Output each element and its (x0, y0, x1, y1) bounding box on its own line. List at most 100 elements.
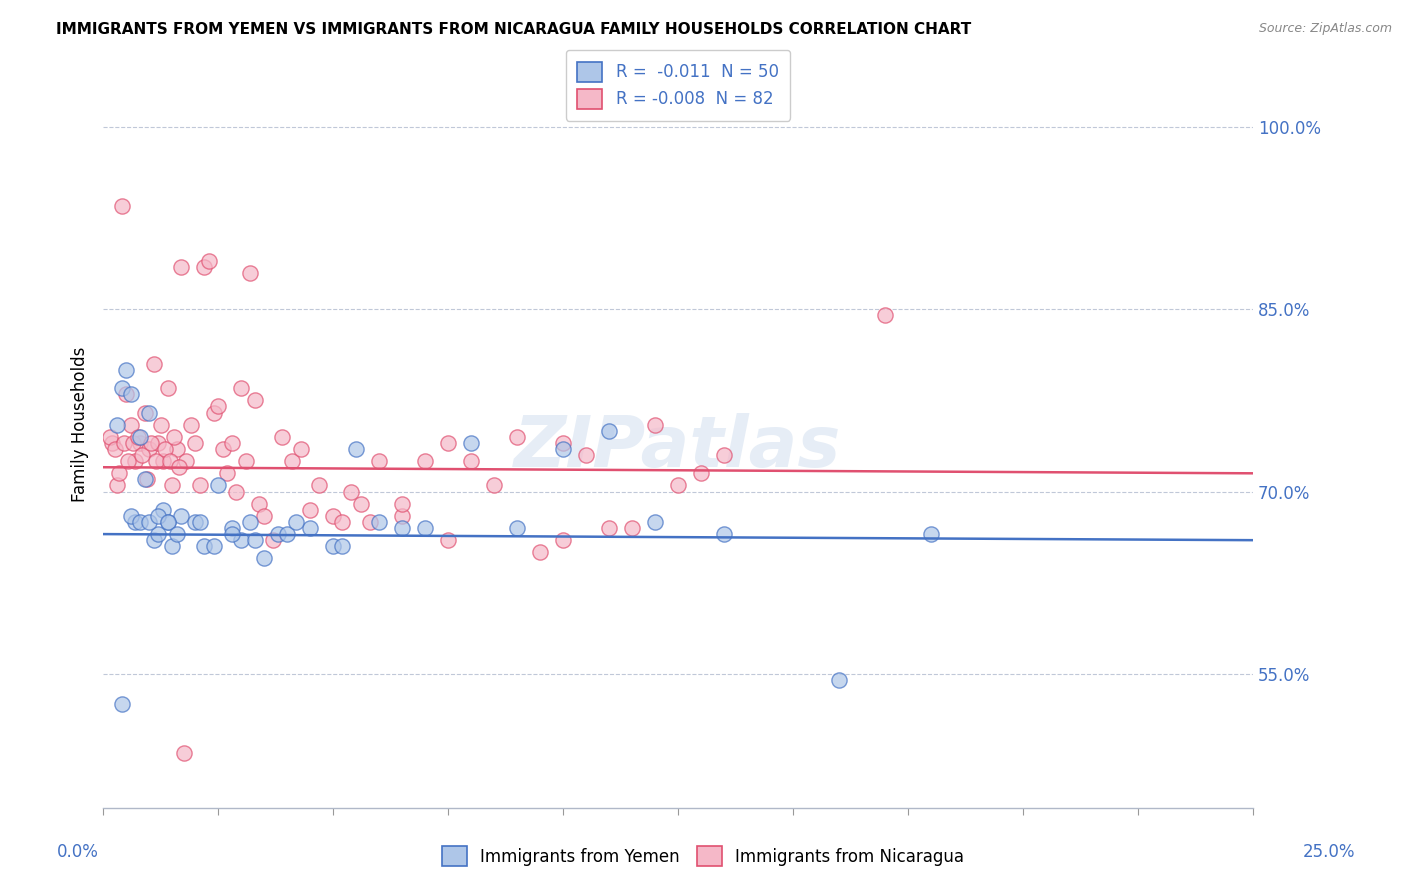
Point (101, 436, 124, 450)
Point (322, 508, 344, 523)
Text: IMMIGRANTS FROM YEMEN VS IMMIGRANTS FROM NICARAGUA FAMILY HOUSEHOLDS CORRELATION: IMMIGRANTS FROM YEMEN VS IMMIGRANTS FROM… (56, 22, 972, 37)
Point (166, 527, 188, 541)
Point (108, 467, 131, 481)
Point (243, 393, 266, 408)
Point (120, 387, 142, 401)
Point (148, 436, 170, 450)
Point (104, 442, 127, 456)
Point (271, 430, 294, 444)
Point (148, 527, 170, 541)
Point (166, 442, 188, 456)
Point (129, 436, 152, 450)
Point (202, 405, 225, 419)
Point (413, 454, 436, 468)
Point (202, 539, 225, 553)
Point (115, 363, 138, 377)
Point (188, 478, 211, 492)
Point (330, 539, 353, 553)
Point (120, 417, 142, 432)
Point (225, 484, 247, 499)
Point (179, 417, 201, 432)
Point (243, 533, 266, 548)
Point (253, 551, 276, 566)
Point (117, 454, 139, 468)
Point (299, 521, 322, 535)
Point (873, 308, 896, 322)
Point (110, 698, 132, 712)
Point (308, 478, 330, 492)
Point (115, 387, 138, 401)
Point (460, 436, 482, 450)
Point (198, 253, 221, 268)
Point (460, 454, 482, 468)
Point (105, 478, 128, 492)
Point (120, 508, 142, 523)
Point (145, 454, 167, 468)
Point (170, 260, 193, 274)
Point (124, 454, 146, 468)
Point (221, 527, 243, 541)
Point (129, 515, 152, 529)
Point (551, 436, 574, 450)
Point (713, 448, 735, 462)
Point (644, 515, 666, 529)
Point (193, 539, 215, 553)
Point (285, 515, 308, 529)
Point (142, 357, 165, 371)
Point (437, 436, 460, 450)
Text: 0.0%: 0.0% (56, 843, 98, 861)
Point (322, 539, 344, 553)
Point (221, 436, 243, 450)
Point (149, 417, 172, 432)
Point (138, 442, 160, 456)
Point (135, 472, 157, 486)
Point (280, 454, 302, 468)
Point (163, 430, 186, 444)
Point (391, 497, 413, 511)
Point (253, 508, 276, 523)
Point (690, 467, 713, 481)
Point (249, 497, 271, 511)
Point (482, 478, 505, 492)
Point (391, 508, 413, 523)
Point (156, 515, 179, 529)
Point (267, 527, 290, 541)
Point (124, 515, 146, 529)
Point (122, 436, 145, 450)
Point (188, 515, 211, 529)
Point (105, 417, 128, 432)
Point (141, 436, 163, 450)
Point (598, 521, 620, 535)
Point (160, 478, 183, 492)
Point (229, 381, 252, 395)
Point (529, 545, 551, 559)
Point (551, 533, 574, 548)
Point (368, 454, 391, 468)
Point (290, 442, 312, 456)
Point (127, 430, 149, 444)
Point (299, 503, 322, 517)
Point (98, 430, 121, 444)
Point (193, 260, 215, 274)
Point (174, 454, 197, 468)
Point (262, 533, 284, 548)
Point (221, 521, 243, 535)
Point (344, 442, 367, 456)
Point (207, 400, 229, 414)
Point (229, 533, 252, 548)
Point (235, 454, 257, 468)
Legend: R =  -0.011  N = 50, R = -0.008  N = 82: R = -0.011 N = 50, R = -0.008 N = 82 (565, 50, 790, 120)
Point (391, 521, 413, 535)
Point (211, 442, 233, 456)
Point (173, 746, 195, 760)
Point (110, 381, 132, 395)
Point (207, 478, 229, 492)
Point (160, 539, 183, 553)
Point (152, 503, 174, 517)
Point (152, 454, 174, 468)
Point (644, 417, 666, 432)
Point (148, 508, 170, 523)
Point (359, 515, 381, 529)
Point (620, 521, 643, 535)
Point (156, 381, 179, 395)
